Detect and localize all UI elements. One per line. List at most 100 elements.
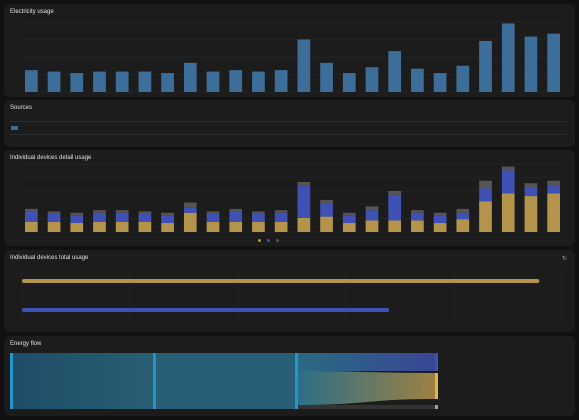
device-bar-segment[interactable] xyxy=(206,211,220,215)
device-bar-segment[interactable] xyxy=(524,183,538,188)
device-bar-segment[interactable] xyxy=(320,216,333,232)
device-bar-segment[interactable] xyxy=(161,223,174,232)
device-bar-segment[interactable] xyxy=(274,212,288,222)
usage-bar[interactable] xyxy=(524,36,538,92)
usage-bar[interactable] xyxy=(320,62,333,92)
device-bar-segment[interactable] xyxy=(297,185,311,218)
device-bar-segment[interactable] xyxy=(524,196,538,232)
usage-bar[interactable] xyxy=(24,70,38,92)
device-total-bar[interactable] xyxy=(22,308,390,312)
device-bar-segment[interactable] xyxy=(24,221,38,232)
device-bar-segment[interactable] xyxy=(320,203,333,217)
device-bar-segment[interactable] xyxy=(388,190,402,195)
device-bar-segment[interactable] xyxy=(183,207,197,213)
device-bar-segment[interactable] xyxy=(161,215,174,224)
device-bar-segment[interactable] xyxy=(342,223,356,232)
flow-node-home[interactable] xyxy=(295,353,298,409)
device-bar-segment[interactable] xyxy=(93,221,106,232)
device-bar-segment[interactable] xyxy=(433,215,447,224)
device-bar-segment[interactable] xyxy=(206,214,220,222)
refresh-icon[interactable]: ↻ xyxy=(561,256,567,262)
usage-bar[interactable] xyxy=(274,70,288,92)
device-bar-segment[interactable] xyxy=(456,212,470,220)
flow-node-source[interactable] xyxy=(10,353,13,409)
device-bar-segment[interactable] xyxy=(115,221,129,232)
device-bar-segment[interactable] xyxy=(115,210,129,213)
device-bar-segment[interactable] xyxy=(547,180,561,186)
device-bar-segment[interactable] xyxy=(479,188,492,202)
device-bar-segment[interactable] xyxy=(70,212,84,216)
device-bar-segment[interactable] xyxy=(183,212,197,232)
usage-bar[interactable] xyxy=(411,68,424,92)
device-bar-segment[interactable] xyxy=(456,219,470,232)
device-bar-segment[interactable] xyxy=(501,193,515,232)
usage-bar[interactable] xyxy=(433,73,447,92)
usage-bar[interactable] xyxy=(342,73,356,92)
usage-bar[interactable] xyxy=(206,71,220,92)
device-bar-segment[interactable] xyxy=(161,212,174,216)
device-bar-segment[interactable] xyxy=(342,212,356,216)
device-bar-segment[interactable] xyxy=(70,223,84,232)
usage-bar[interactable] xyxy=(297,39,311,93)
usage-bar[interactable] xyxy=(365,67,379,92)
usage-bar[interactable] xyxy=(47,71,61,92)
usage-bar[interactable] xyxy=(93,71,106,92)
device-bar-segment[interactable] xyxy=(479,201,492,232)
device-bar-segment[interactable] xyxy=(320,199,333,204)
device-bar-segment[interactable] xyxy=(252,214,265,222)
device-bar-segment[interactable] xyxy=(297,181,311,186)
device-bar-segment[interactable] xyxy=(342,215,356,224)
usage-bar[interactable] xyxy=(229,70,243,92)
device-total-bar[interactable] xyxy=(22,279,540,283)
device-bar-segment[interactable] xyxy=(433,223,447,232)
usage-bar[interactable] xyxy=(183,62,197,92)
usage-bar[interactable] xyxy=(70,73,84,92)
usage-bar[interactable] xyxy=(252,71,265,92)
device-bar-segment[interactable] xyxy=(547,193,561,232)
device-bar-segment[interactable] xyxy=(388,194,402,221)
device-bar-segment[interactable] xyxy=(388,220,402,232)
flow-node-device-b[interactable] xyxy=(435,353,438,371)
device-bar-segment[interactable] xyxy=(229,208,243,212)
device-bar-segment[interactable] xyxy=(93,212,106,222)
usage-bar[interactable] xyxy=(115,71,129,92)
device-bar-segment[interactable] xyxy=(524,187,538,197)
device-bar-segment[interactable] xyxy=(433,212,447,216)
device-bar-segment[interactable] xyxy=(252,211,265,215)
device-bar-segment[interactable] xyxy=(138,214,152,222)
device-bar-segment[interactable] xyxy=(138,211,152,215)
device-bar-segment[interactable] xyxy=(47,211,61,215)
usage-bar[interactable] xyxy=(161,73,174,92)
device-bar-segment[interactable] xyxy=(93,210,106,213)
device-bar-segment[interactable] xyxy=(479,180,492,189)
device-bar-segment[interactable] xyxy=(456,208,470,213)
device-bar-segment[interactable] xyxy=(115,212,129,222)
device-bar-segment[interactable] xyxy=(47,214,61,222)
device-bar-segment[interactable] xyxy=(411,212,424,221)
device-bar-segment[interactable] xyxy=(138,221,152,232)
device-bar-segment[interactable] xyxy=(70,215,84,224)
device-bar-segment[interactable] xyxy=(501,166,515,171)
device-bar-segment[interactable] xyxy=(24,208,38,212)
device-bar-segment[interactable] xyxy=(24,211,38,222)
device-bar-segment[interactable] xyxy=(274,210,288,213)
device-bar-segment[interactable] xyxy=(229,221,243,232)
device-bar-segment[interactable] xyxy=(206,221,220,232)
device-bar-segment[interactable] xyxy=(297,217,311,232)
device-bar-segment[interactable] xyxy=(411,220,424,232)
device-bar-segment[interactable] xyxy=(229,211,243,222)
flow-node-device-a[interactable] xyxy=(435,373,438,399)
device-bar-segment[interactable] xyxy=(365,206,379,211)
device-bar-segment[interactable] xyxy=(274,221,288,232)
usage-bar[interactable] xyxy=(501,23,515,92)
device-bar-segment[interactable] xyxy=(365,210,379,221)
device-bar-segment[interactable] xyxy=(547,185,561,194)
device-bar-segment[interactable] xyxy=(183,202,197,208)
usage-bar[interactable] xyxy=(479,40,492,92)
device-bar-segment[interactable] xyxy=(501,170,515,194)
flow-node-untracked[interactable] xyxy=(435,405,438,409)
device-bar-segment[interactable] xyxy=(365,220,379,232)
device-bar-segment[interactable] xyxy=(252,221,265,232)
usage-bar[interactable] xyxy=(456,65,470,92)
usage-bar[interactable] xyxy=(138,71,152,92)
